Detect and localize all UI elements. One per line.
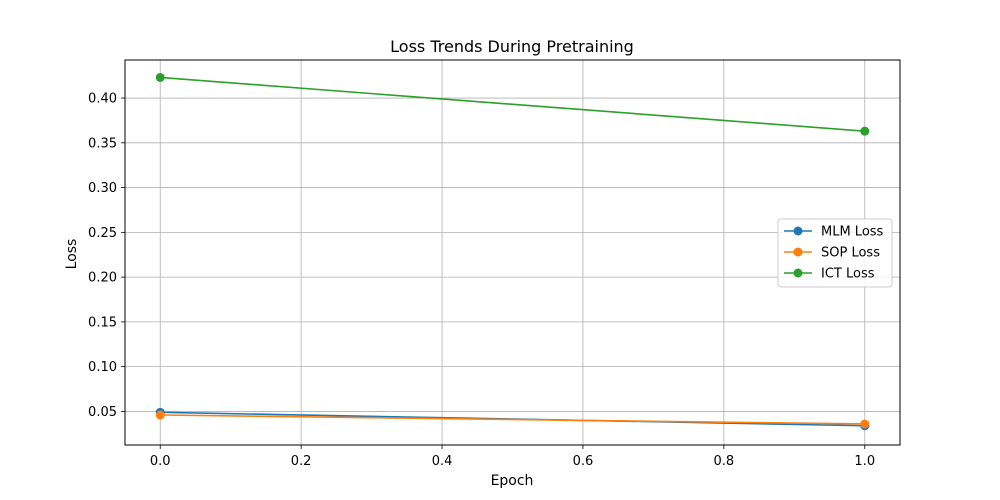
legend-item-mlm-loss: MLM Loss xyxy=(784,225,884,240)
legend: MLM Loss SOP Loss ICT Loss xyxy=(777,218,893,288)
y-tick-label: 0.30 xyxy=(88,181,117,196)
x-tick-label: 1.0 xyxy=(854,454,875,469)
data-point-sop-loss xyxy=(860,419,870,429)
x-tick-label: 0.8 xyxy=(714,454,735,469)
y-tick-label: 0.15 xyxy=(88,315,117,330)
x-tick-label: 0.6 xyxy=(573,454,594,469)
series-line-ict-loss xyxy=(160,76,865,132)
legend-swatch-marker xyxy=(793,268,803,278)
legend-item-ict-loss: ICT Loss xyxy=(784,267,875,282)
y-tick-label: 0.25 xyxy=(88,226,117,241)
y-tick-label: 0.35 xyxy=(88,136,117,151)
series-line-sop-loss xyxy=(160,414,865,425)
legend-box xyxy=(777,218,893,288)
series-ict-loss xyxy=(155,72,870,136)
y-axis-title: Loss xyxy=(64,239,80,270)
x-tick-label: 0.4 xyxy=(432,454,453,469)
y-tick-label: 0.20 xyxy=(88,271,117,286)
legend-swatch-marker xyxy=(793,247,803,257)
legend-item-sop-loss: SOP Loss xyxy=(784,246,880,261)
y-tick-label: 0.10 xyxy=(88,360,117,375)
plot-area xyxy=(124,59,901,446)
legend-swatch-marker xyxy=(793,226,803,236)
y-axis-ticks: 0.05 0.10 0.15 0.20 0.25 0.30 0.35 0.40 xyxy=(88,92,125,420)
y-tick-label: 0.05 xyxy=(88,405,117,420)
x-axis-title: Epoch xyxy=(491,473,534,489)
series-layer xyxy=(155,72,870,431)
x-axis-ticks: 0.0 0.2 0.4 0.6 0.8 1.0 xyxy=(150,445,875,469)
legend-label: ICT Loss xyxy=(821,267,875,282)
series-sop-loss xyxy=(155,410,870,429)
data-point-ict-loss xyxy=(860,126,870,136)
x-tick-label: 0.0 xyxy=(150,454,171,469)
data-point-sop-loss xyxy=(155,410,165,420)
x-tick-label: 0.2 xyxy=(291,454,312,469)
legend-label: MLM Loss xyxy=(821,225,884,240)
legend-label: SOP Loss xyxy=(821,246,880,261)
chart-title: Loss Trends During Pretraining xyxy=(390,37,634,56)
y-tick-label: 0.40 xyxy=(88,92,117,107)
data-point-ict-loss xyxy=(155,72,165,82)
